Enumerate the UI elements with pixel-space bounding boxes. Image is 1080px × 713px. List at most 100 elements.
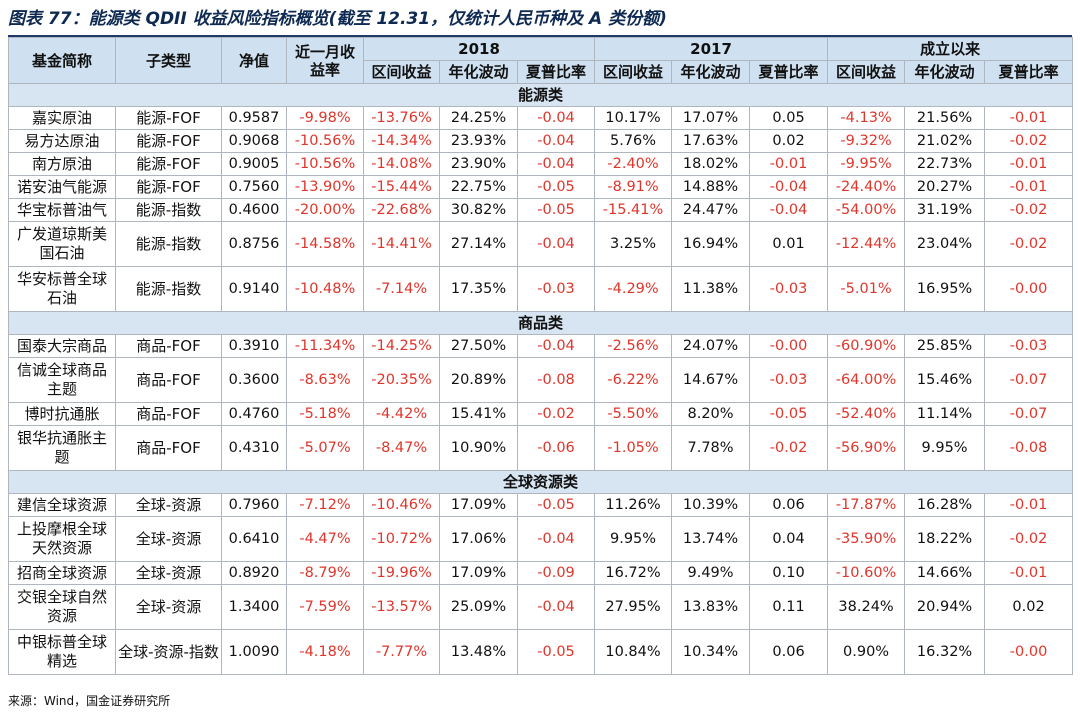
r17-cell: -4.29% <box>594 266 673 312</box>
v17-cell: 13.83% <box>671 584 751 630</box>
nav-cell: 0.7560 <box>221 175 287 199</box>
vi-cell: 16.28% <box>904 493 986 517</box>
header-year-2017: 2017 <box>594 37 829 61</box>
s18-cell: -0.02 <box>516 402 596 426</box>
vi-cell: 20.27% <box>904 175 986 199</box>
vi-cell: 16.95% <box>904 266 986 312</box>
fund-name-cell: 交银全球自然资源 <box>8 584 116 630</box>
category-row: 全球资源类 <box>7 470 1074 494</box>
r17-cell: -1.05% <box>594 425 673 471</box>
ri-cell: -56.90% <box>827 425 906 471</box>
fund-name-cell: 易方达原油 <box>8 129 116 153</box>
nav-cell: 0.3600 <box>221 357 287 403</box>
s17-cell: -0.00 <box>749 334 829 358</box>
ri-cell: -52.40% <box>827 402 906 426</box>
s17-cell: -0.04 <box>749 175 829 199</box>
sub-type-cell: 商品-FOF <box>115 334 222 358</box>
table-row: 上投摩根全球天然资源 全球-资源 0.6410 -4.47% -10.72% 17.06%… <box>8 516 1074 562</box>
si-cell: -0.03 <box>984 334 1074 358</box>
v17-cell: 7.78% <box>671 425 751 471</box>
s17-cell: 0.05 <box>749 106 829 130</box>
category-label: 能源类 <box>7 83 1074 107</box>
ri-cell: -64.00% <box>827 357 906 403</box>
r18-cell: -14.34% <box>363 129 440 153</box>
header-sharpe-2017: 夏普比率 <box>749 60 829 84</box>
sub-type-cell: 全球-资源 <box>115 493 222 517</box>
category-row: 能源类 <box>7 83 1074 107</box>
vi-cell: 16.32% <box>904 629 986 675</box>
r17-cell: 3.25% <box>594 221 673 267</box>
vi-cell: 21.56% <box>904 106 986 130</box>
v17-cell: 10.39% <box>671 493 751 517</box>
ri-cell: 0.90% <box>827 629 906 675</box>
table-row: 信诚全球商品主题 商品-FOF 0.3600 -8.63% -20.35% 20.89% -… <box>8 357 1074 403</box>
sub-type-cell: 能源-指数 <box>115 266 222 312</box>
fund-name-cell: 中银标普全球精选 <box>8 629 116 675</box>
ri-cell: -17.87% <box>827 493 906 517</box>
m1-cell: -11.34% <box>286 334 364 358</box>
header-nav: 净值 <box>221 37 287 84</box>
table-row: 国泰大宗商品 商品-FOF 0.3910 -11.34% -14.25% 27.50% -0… <box>8 334 1074 358</box>
v18-cell: 17.09% <box>439 493 518 517</box>
vi-cell: 22.73% <box>904 152 986 176</box>
r18-cell: -20.35% <box>363 357 440 403</box>
s18-cell: -0.04 <box>516 152 596 176</box>
r17-cell: -8.91% <box>594 175 673 199</box>
m1-cell: -13.90% <box>286 175 364 199</box>
m1-cell: -14.58% <box>286 221 364 267</box>
r17-cell: -15.41% <box>594 198 673 222</box>
si-cell: -0.01 <box>984 493 1074 517</box>
sub-type-cell: 全球-资源-指数 <box>115 629 222 675</box>
nav-cell: 0.4310 <box>221 425 287 471</box>
qdii-risk-table: 基金简称 子类型 净值 近一月收益率 2018 2017 成立以来 区间收益 年… <box>7 37 1074 675</box>
vi-cell: 9.95% <box>904 425 986 471</box>
m1-cell: -4.47% <box>286 516 364 562</box>
v17-cell: 18.02% <box>671 152 751 176</box>
r17-cell: 10.17% <box>594 106 673 130</box>
ri-cell: -9.95% <box>827 152 906 176</box>
nav-cell: 0.4600 <box>221 198 287 222</box>
s17-cell: -0.05 <box>749 402 829 426</box>
s17-cell: 0.01 <box>749 221 829 267</box>
s18-cell: -0.04 <box>516 106 596 130</box>
s17-cell: -0.04 <box>749 198 829 222</box>
r18-cell: -14.08% <box>363 152 440 176</box>
table-row: 中银标普全球精选 全球-资源-指数 1.0090 -4.18% -7.77% 13.48%… <box>8 629 1074 675</box>
s18-cell: -0.09 <box>516 561 596 585</box>
s17-cell: 0.06 <box>749 493 829 517</box>
table-header: 基金简称 子类型 净值 近一月收益率 2018 2017 成立以来 区间收益 年… <box>8 37 1074 84</box>
s17-cell: 0.10 <box>749 561 829 585</box>
v18-cell: 22.75% <box>439 175 518 199</box>
s18-cell: -0.04 <box>516 221 596 267</box>
v18-cell: 23.90% <box>439 152 518 176</box>
r18-cell: -7.14% <box>363 266 440 312</box>
v17-cell: 11.38% <box>671 266 751 312</box>
nav-cell: 0.9005 <box>221 152 287 176</box>
table-body: 能源类 嘉实原油 能源-FOF 0.9587 -9.98% -13.76% 24.25% -0… <box>7 83 1074 675</box>
header-recent-month: 近一月收益率 <box>286 37 364 84</box>
source-note: 来源：Wind，国金证券研究所 <box>8 694 171 708</box>
ri-cell: 38.24% <box>827 584 906 630</box>
si-cell: -0.00 <box>984 629 1074 675</box>
r18-cell: -14.25% <box>363 334 440 358</box>
header-annual-vol-inception: 年化波动 <box>904 60 986 84</box>
si-cell: -0.01 <box>984 175 1074 199</box>
ri-cell: -5.01% <box>827 266 906 312</box>
fund-name-cell: 博时抗通胀 <box>8 402 116 426</box>
ri-cell: -9.32% <box>827 129 906 153</box>
r18-cell: -4.42% <box>363 402 440 426</box>
v17-cell: 9.49% <box>671 561 751 585</box>
sub-type-cell: 商品-FOF <box>115 425 222 471</box>
m1-cell: -10.48% <box>286 266 364 312</box>
nav-cell: 1.3400 <box>221 584 287 630</box>
s18-cell: -0.08 <box>516 357 596 403</box>
vi-cell: 23.04% <box>904 221 986 267</box>
sub-type-cell: 全球-资源 <box>115 561 222 585</box>
fund-name-cell: 建信全球资源 <box>8 493 116 517</box>
r18-cell: -22.68% <box>363 198 440 222</box>
sub-type-cell: 能源-FOF <box>115 175 222 199</box>
si-cell: -0.02 <box>984 129 1074 153</box>
s17-cell: 0.06 <box>749 629 829 675</box>
nav-cell: 0.8756 <box>221 221 287 267</box>
si-cell: -0.07 <box>984 357 1074 403</box>
